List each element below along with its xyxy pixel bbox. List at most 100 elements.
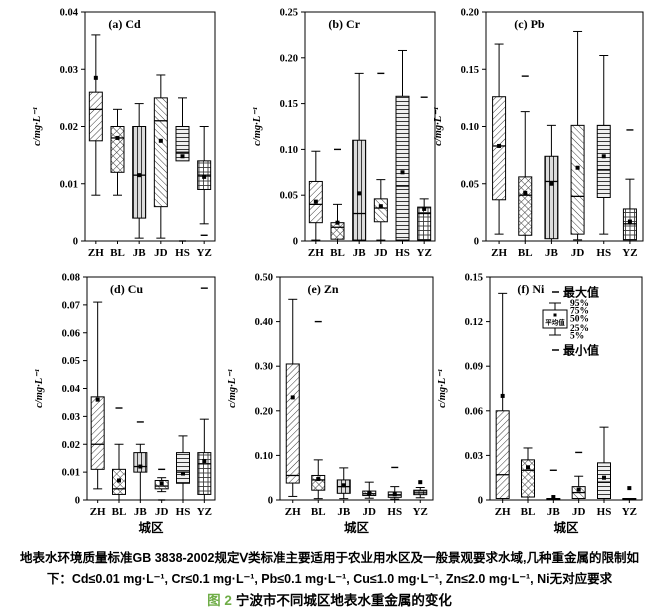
caption-line-1: 地表水环境质量标准GB 3838-2002规定Ⅴ类标准主要适用于农业用水区及一般… [19, 551, 640, 565]
svg-text:BL: BL [330, 247, 345, 259]
svg-text:ZH: ZH [88, 247, 104, 259]
box-b-JB [352, 72, 367, 242]
box-c-HS [596, 55, 611, 235]
svg-text:0.09: 0.09 [465, 362, 483, 373]
box-f-HS [597, 426, 611, 501]
svg-text:最小值: 最小值 [563, 343, 599, 358]
panel-label: (e) Zn [308, 282, 339, 296]
y-axis-title: c/mg·L⁻¹ [433, 107, 444, 146]
svg-text:YZ: YZ [197, 506, 212, 518]
figure-title: 图 2 宁波市不同城区地表水重金属的变化 [0, 590, 659, 611]
svg-text:0.06: 0.06 [465, 406, 483, 417]
figure-panels: 0 0.01 0.02 0.03 0.04 c/mg·L⁻¹ (a) Cd ZH BL JB JD H… [0, 0, 644, 545]
svg-text:75%: 75% [570, 307, 589, 317]
svg-text:JB: JB [134, 506, 148, 518]
figure-caption: 地表水环境质量标准GB 3838-2002规定Ⅴ类标准主要适用于农业用水区及一般… [0, 545, 659, 611]
svg-text:0.20: 0.20 [255, 406, 273, 417]
svg-text:HS: HS [176, 506, 191, 518]
panel-a-cd: 0 0.01 0.02 0.03 0.04 c/mg·L⁻¹ (a) Cd ZH BL JB JD H… [0, 0, 220, 265]
box-e-HS [387, 466, 402, 500]
box-b-YZ [417, 96, 432, 242]
svg-text:0.20: 0.20 [280, 53, 298, 64]
svg-text:0.20: 0.20 [461, 8, 479, 19]
svg-text:5%: 5% [570, 332, 584, 342]
box-f-BL [521, 447, 535, 501]
panel-d-cu: 0 0.01 0.02 0.03 0.04 0.05 0.06 0.07 0.08 c/mg·L⁻… [0, 265, 220, 545]
panel-b-cr: 0 0.05 0.10 0.15 0.20 0.25 c/mg·L⁻¹ (b) Cr ZH BL J… [220, 0, 440, 265]
svg-text:YZ: YZ [622, 506, 637, 518]
box-d-JD [154, 468, 169, 501]
box-c-BL [518, 75, 533, 242]
svg-text:JD: JD [363, 506, 377, 518]
box-b-ZH [308, 150, 323, 241]
svg-text:0.30: 0.30 [255, 362, 273, 373]
svg-text:0.10: 0.10 [461, 122, 479, 133]
box-b-JD [373, 72, 388, 241]
box-a-ZH [88, 34, 103, 196]
svg-text:25%: 25% [570, 324, 589, 334]
box-f-ZH [495, 292, 510, 501]
svg-text:YZ: YZ [413, 506, 428, 518]
svg-text:0.05: 0.05 [461, 179, 479, 190]
svg-text:0.02: 0.02 [62, 440, 80, 451]
svg-text:0.25: 0.25 [280, 8, 298, 19]
svg-text:BL: BL [112, 506, 127, 518]
svg-text:JD: JD [154, 247, 168, 259]
svg-text:0.04: 0.04 [60, 8, 79, 19]
box-a-YZ [197, 126, 212, 236]
svg-text:BL: BL [311, 506, 326, 518]
svg-text:0.08: 0.08 [62, 273, 80, 284]
y-axis-title: c/mg·L⁻¹ [252, 107, 263, 146]
svg-text:0.03: 0.03 [62, 412, 80, 423]
box-b-BL [330, 148, 345, 242]
box-d-JB [133, 421, 148, 501]
box-f-JB [546, 469, 561, 501]
box-d-HS [176, 435, 190, 501]
svg-text:0.05: 0.05 [280, 191, 298, 202]
box-a-HS [175, 97, 190, 242]
x-axis-title: 城区 [344, 520, 370, 535]
svg-text:JB: JB [337, 506, 351, 518]
caption-line-2: 下：Cd≤0.01 mg·L⁻¹, Cr≤0.1 mg·L⁻¹, Pb≤0.1 … [46, 572, 613, 586]
box-b-HS [395, 49, 410, 242]
svg-text:JD: JD [571, 247, 585, 259]
svg-text:0.12: 0.12 [465, 317, 483, 328]
svg-text:JD: JD [572, 506, 586, 518]
svg-text:0.04: 0.04 [62, 384, 81, 395]
svg-text:0.07: 0.07 [62, 300, 80, 311]
svg-text:JD: JD [155, 506, 169, 518]
box-c-JB [544, 124, 559, 242]
y-axis-title: c/mg·L⁻¹ [34, 369, 45, 408]
svg-text:0: 0 [73, 237, 78, 248]
svg-text:0.40: 0.40 [255, 317, 273, 328]
figure-number: 图 2 [207, 593, 232, 608]
box-e-YZ [413, 480, 428, 499]
svg-text:HS: HS [387, 506, 402, 518]
y-axis-title: c/mg·L⁻¹ [32, 107, 43, 146]
svg-text:BL: BL [521, 506, 536, 518]
svg-text:ZH: ZH [495, 506, 511, 518]
svg-text:HS: HS [596, 247, 611, 259]
svg-text:0: 0 [75, 496, 80, 507]
panel-e-zn: 0 0.10 0.20 0.30 0.40 0.50 c/mg·L⁻¹ (e) Zn ZH BL J… [220, 265, 440, 545]
panel-label: (f) Ni [517, 282, 545, 296]
panel-label: (c) Pb [514, 17, 545, 31]
figure-title-text: 宁波市不同城区地表水重金属的变化 [235, 593, 452, 608]
svg-text:0.06: 0.06 [62, 328, 80, 339]
svg-text:0: 0 [478, 496, 483, 507]
panel-label: (d) Cu [110, 282, 143, 296]
y-axis-title: c/mg·L⁻¹ [437, 369, 448, 408]
box-e-BL [311, 320, 326, 500]
panel-label: (a) Cd [108, 17, 141, 31]
svg-text:BL: BL [518, 247, 533, 259]
svg-text:JB: JB [353, 247, 367, 259]
svg-text:最大值: 最大值 [563, 285, 599, 300]
x-axis-title: 城区 [553, 520, 579, 535]
box-e-JB [336, 467, 351, 500]
svg-text:JB: JB [547, 506, 561, 518]
box-e-ZH [285, 298, 300, 497]
svg-text:0.15: 0.15 [280, 99, 298, 110]
svg-text:0: 0 [268, 496, 273, 507]
